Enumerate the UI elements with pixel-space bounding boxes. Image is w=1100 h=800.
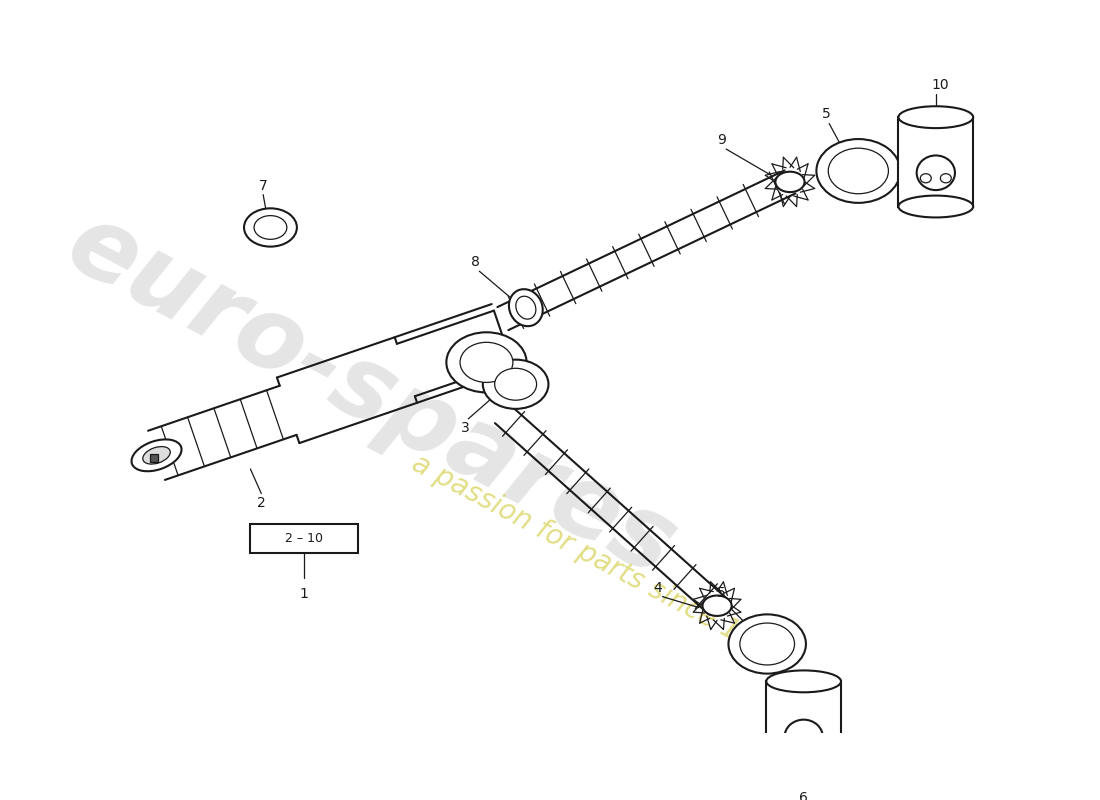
Bar xyxy=(899,117,974,206)
Text: euro-spares: euro-spares xyxy=(51,195,691,597)
Ellipse shape xyxy=(740,623,794,665)
Ellipse shape xyxy=(899,195,974,218)
Text: 2 – 10: 2 – 10 xyxy=(285,532,323,545)
Ellipse shape xyxy=(703,595,732,616)
Text: 5: 5 xyxy=(717,586,726,600)
Ellipse shape xyxy=(460,342,513,382)
Ellipse shape xyxy=(921,174,932,183)
Ellipse shape xyxy=(776,172,804,192)
Ellipse shape xyxy=(132,439,182,471)
Ellipse shape xyxy=(784,720,823,754)
Text: 5: 5 xyxy=(822,107,830,121)
Ellipse shape xyxy=(143,446,170,464)
Ellipse shape xyxy=(789,738,799,747)
Ellipse shape xyxy=(940,174,952,183)
Ellipse shape xyxy=(916,155,955,190)
Ellipse shape xyxy=(808,738,820,747)
Ellipse shape xyxy=(828,148,889,194)
Ellipse shape xyxy=(816,139,900,203)
Ellipse shape xyxy=(767,760,842,782)
Text: a passion for parts since 1985: a passion for parts since 1985 xyxy=(407,450,791,671)
Ellipse shape xyxy=(516,296,536,319)
Bar xyxy=(767,682,842,770)
Text: 3: 3 xyxy=(461,421,470,434)
Ellipse shape xyxy=(447,332,527,393)
Text: 8: 8 xyxy=(471,255,481,270)
Bar xyxy=(251,524,358,553)
Text: 9: 9 xyxy=(717,134,726,147)
Ellipse shape xyxy=(728,614,806,674)
Text: 7: 7 xyxy=(258,179,267,193)
Ellipse shape xyxy=(899,106,974,128)
Ellipse shape xyxy=(767,670,842,692)
Ellipse shape xyxy=(483,360,549,409)
Text: 10: 10 xyxy=(932,78,949,92)
Text: 4: 4 xyxy=(653,581,662,594)
Text: 2: 2 xyxy=(257,496,266,510)
Text: 6: 6 xyxy=(800,790,808,800)
Ellipse shape xyxy=(495,368,537,400)
Ellipse shape xyxy=(509,289,542,326)
Ellipse shape xyxy=(254,216,287,239)
Bar xyxy=(150,454,158,462)
Text: 1: 1 xyxy=(299,587,309,602)
Ellipse shape xyxy=(244,208,297,246)
